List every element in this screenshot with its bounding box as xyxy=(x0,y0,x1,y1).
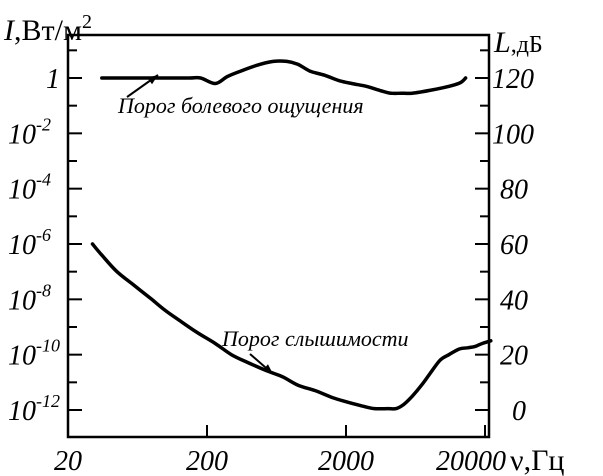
series-lines xyxy=(90,59,493,411)
x-tick-label: 20 xyxy=(54,446,82,476)
x-tick-label: 20000 xyxy=(436,446,506,476)
right-axis-tick-labels: 0 20 40 60 80 100 120 xyxy=(492,64,534,427)
left-tick-label-base: 1 xyxy=(46,64,60,95)
left-tick-label: 10-4 xyxy=(8,170,51,206)
right-tick-label: 20 xyxy=(500,341,528,372)
right-tick-label: 100 xyxy=(492,119,534,150)
left-tick-label-base: 10 xyxy=(8,341,36,372)
x-axis-tick-labels: 20 200 2000 20000 xyxy=(54,446,506,476)
right-axis-symbol: L xyxy=(493,26,511,59)
right-axis-title: L,дБ xyxy=(493,26,543,59)
hearing-threshold-label: Порог слышимости xyxy=(221,326,409,351)
left-tick-label: 10-10 xyxy=(8,336,60,372)
left-tick-label-exponent: -4 xyxy=(36,170,51,190)
left-tick-label-base: 10 xyxy=(8,175,36,206)
right-tick-label: 0 xyxy=(512,396,526,427)
left-tick-label: 10-8 xyxy=(8,280,51,316)
right-tick-label: 120 xyxy=(492,64,534,95)
left-tick-label-base: 10 xyxy=(8,396,36,427)
x-axis-unit: ,Гц xyxy=(524,444,565,476)
left-axis-unit-exponent: 2 xyxy=(82,11,92,33)
x-tick-label: 2000 xyxy=(318,446,374,476)
left-tick-label-base: 10 xyxy=(8,230,36,261)
left-tick-label: 10-6 xyxy=(8,225,51,261)
left-tick-label: 1 xyxy=(46,64,60,95)
axis-ticks xyxy=(68,49,489,437)
x-axis-symbol: ν xyxy=(510,444,524,476)
pain-threshold-arrow-head xyxy=(147,75,158,85)
left-tick-label-exponent: -12 xyxy=(36,391,60,411)
left-tick-label-base: 10 xyxy=(8,285,36,316)
x-tick-label: 200 xyxy=(186,446,228,476)
pain-threshold-curve xyxy=(100,59,468,96)
left-tick-label: 10-12 xyxy=(8,391,60,427)
plot-frame xyxy=(66,33,491,439)
left-tick-label-exponent: -2 xyxy=(36,114,51,134)
right-tick-label: 40 xyxy=(500,285,528,316)
right-tick-label: 60 xyxy=(500,230,528,261)
left-axis-symbol: I xyxy=(3,14,16,47)
left-tick-label-exponent: -6 xyxy=(36,225,51,245)
hearing-threshold-arrow-head xyxy=(262,364,273,374)
left-axis-unit: ,Вт/м xyxy=(14,14,82,47)
left-tick-label-exponent: -8 xyxy=(36,280,51,300)
left-axis-title: I,Вт/м2 xyxy=(3,11,92,47)
annotations: Порог болевого ощущения Порог слышимости xyxy=(117,74,409,375)
right-tick-label: 80 xyxy=(500,175,528,206)
left-tick-label-base: 10 xyxy=(8,119,36,150)
pain-threshold-label: Порог болевого ощущения xyxy=(117,93,364,118)
x-axis-title: ν,Гц xyxy=(510,444,564,476)
hearing-threshold-curve xyxy=(90,242,493,411)
left-tick-label: 10-2 xyxy=(8,114,51,150)
right-axis-unit: ,дБ xyxy=(511,32,543,58)
left-tick-label-exponent: -10 xyxy=(36,336,60,356)
